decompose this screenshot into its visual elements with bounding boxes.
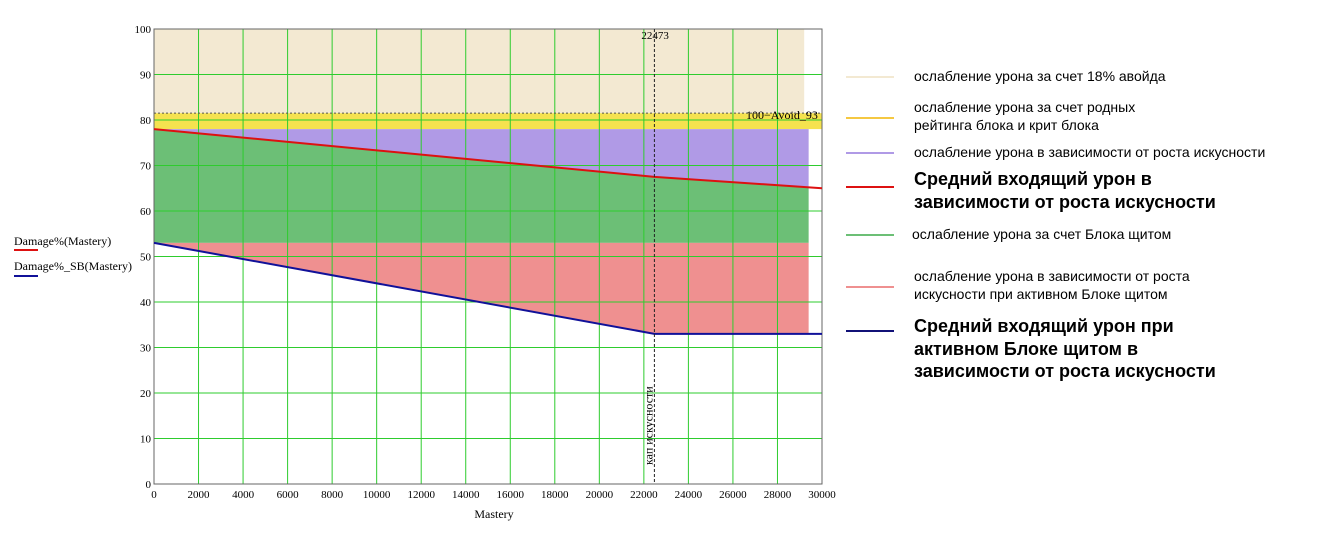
function-label-damage: Damage%(Mastery): [14, 234, 111, 248]
y-tick-label: 80: [140, 115, 152, 127]
x-tick-label: 30000: [808, 489, 836, 501]
y-tick-label: 20: [140, 388, 152, 400]
x-tick-label: 6000: [277, 489, 300, 501]
x-tick-label: 22000: [630, 489, 658, 501]
mastery-reduction-area: [154, 129, 809, 188]
plot-frame: [153, 28, 823, 485]
series-line-damage-sb: [153, 241, 822, 335]
x-tick-label: 16000: [497, 489, 525, 501]
annotations: 100−Avoid_93 22473 кап искусности: [154, 29, 822, 484]
shield-block-area: [154, 129, 809, 243]
legend-label: Средний входящий урон при активном Блоке…: [914, 316, 1216, 381]
x-tick-label: 4000: [232, 489, 255, 501]
mastery-block-area: [154, 242, 809, 334]
x-tick-label: 8000: [321, 489, 344, 501]
y-tick-label: 90: [140, 70, 152, 82]
axis-labels: Mastery Damage%(Mastery) Damage%_SB(Master…: [14, 234, 514, 521]
mastery-cap-value: 22473: [641, 30, 669, 42]
block-rating-band: [154, 113, 822, 130]
legend-label: ослабление урона в зависимости от роста …: [914, 268, 1190, 302]
legend-label: ослабление урона в зависимости от роста …: [914, 144, 1266, 160]
x-tick-label: 12000: [407, 489, 435, 501]
legend-swatch: [846, 186, 894, 188]
legend-swatch: [846, 286, 894, 288]
x-tick-label: 14000: [452, 489, 480, 501]
legend: ослабление урона за счет 18% авойда осла…: [840, 60, 1320, 400]
y-tick-label: 100: [135, 24, 152, 36]
legend-label: Средний входящий урон в зависимости от р…: [914, 169, 1216, 212]
x-tick-label: 20000: [586, 489, 614, 501]
y-tick-label: 40: [140, 297, 152, 309]
function-label-damage-sb: Damage%_SB(Mastery): [14, 259, 132, 273]
y-tick-label: 10: [140, 434, 152, 446]
x-tick-label: 10000: [363, 489, 391, 501]
x-tick-label: 26000: [719, 489, 747, 501]
legend-label: ослабление урона за счет Блока щитом: [912, 226, 1172, 242]
avoid-band: [154, 29, 805, 114]
legend-swatch: [846, 117, 894, 119]
legend-swatch: [846, 330, 894, 332]
x-tick-label: 2000: [188, 489, 211, 501]
legend-swatch: [846, 234, 894, 236]
y-tick-label: 70: [140, 161, 152, 173]
x-tick-label: 28000: [764, 489, 792, 501]
grid: [153, 28, 823, 485]
area-fills: [154, 29, 822, 334]
legend-swatch: [846, 152, 894, 154]
avoid-threshold-label: 100−Avoid_93: [746, 108, 818, 122]
x-tick-label: 24000: [675, 489, 703, 501]
x-tick-label: 0: [151, 489, 157, 501]
legend-swatch: [846, 76, 894, 78]
y-tick-label: 50: [140, 252, 152, 264]
legend-label: ослабление урона за счет родных рейтинга…: [914, 99, 1136, 133]
y-tick-label: 60: [140, 206, 152, 218]
legend-label: ослабление урона за счет 18% авойда: [914, 68, 1166, 84]
y-tick-label: 30: [140, 343, 152, 355]
x-axis-label: Mastery: [474, 507, 513, 521]
tick-labels: 0 2000 4000 6000 8000 10000 12000 14000 16000 180…: [135, 24, 837, 501]
x-tick-label: 18000: [541, 489, 569, 501]
mastery-cap-caption: кап искусности: [641, 386, 655, 465]
y-tick-label: 0: [146, 479, 152, 491]
